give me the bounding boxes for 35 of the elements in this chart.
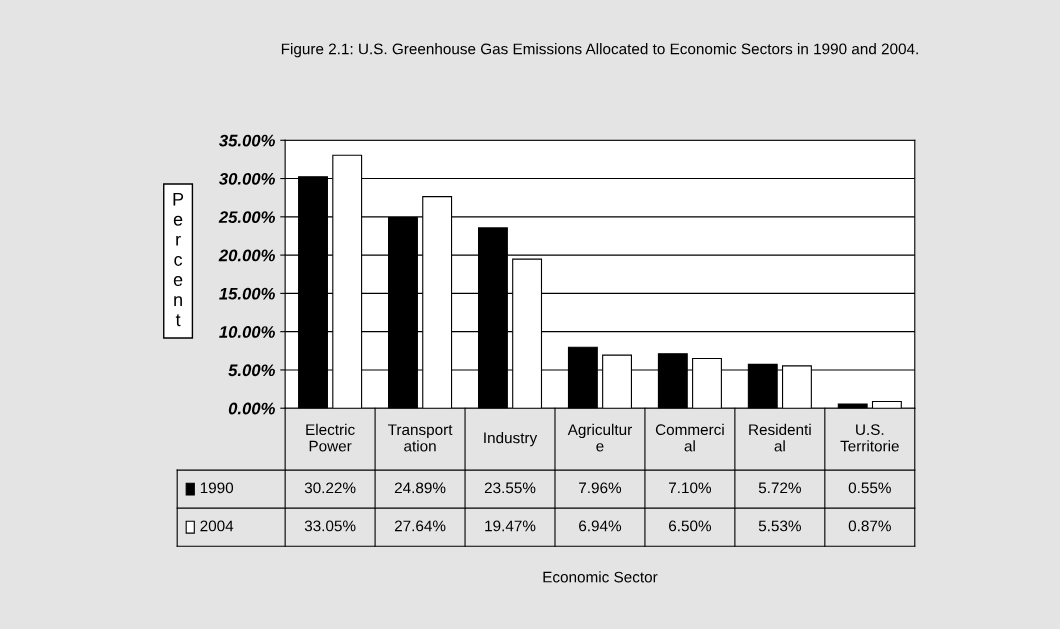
data-label: 0.87% [848, 520, 891, 532]
data-label: 33.05% [304, 520, 356, 532]
y-tick-label: 35.00% [219, 134, 275, 147]
y-tick-label: 20.00% [218, 249, 275, 262]
y-tick-label: 10.00% [219, 326, 275, 338]
x-tick-label: Industry [484, 432, 538, 447]
data-label: 6.50% [669, 520, 712, 532]
data-label: 7.10% [669, 482, 712, 494]
bar [837, 403, 868, 409]
data-label: 0.55% [848, 482, 891, 494]
x-tick-label: Agricultur e [567, 423, 632, 452]
x-tick-label: U.S. Territorie [840, 424, 899, 452]
x-tick-label: Transport ation [388, 424, 453, 452]
data-label: 24.89% [394, 482, 446, 494]
data-label: 27.64% [394, 520, 446, 532]
y-tick-label: 25.00% [218, 211, 275, 224]
y-tick-label: 30.00% [219, 172, 275, 185]
data-label: 30.22% [304, 482, 356, 494]
data-label: 19.47% [485, 520, 536, 532]
data-label: 5.72% [758, 482, 801, 494]
text: Economic Sector [543, 571, 658, 583]
y-tick-label: 0.00% [228, 402, 275, 415]
y-tick-label: 15.00% [219, 287, 275, 300]
data-label: 7.96% [579, 482, 622, 494]
chart-title: Figure 2.1: U.S. Greenhouse Gas Emissions Allocated to Economic Sectors in 1990 and 2004. [281, 43, 918, 58]
legend-label: 2004 [200, 520, 234, 532]
y-tick-label: 5.00% [228, 364, 275, 377]
x-tick-label: Residenti al [749, 423, 811, 452]
x-tick-label: Electric Power [306, 423, 355, 452]
data-label: 5.53% [758, 520, 801, 532]
legend-label: 1990 [200, 482, 234, 494]
x-tick-label: Commerci al [655, 423, 724, 452]
y-axis-title: Percent [173, 192, 184, 327]
data-label: 23.55% [484, 482, 536, 494]
data-label: 6.94% [579, 520, 622, 532]
